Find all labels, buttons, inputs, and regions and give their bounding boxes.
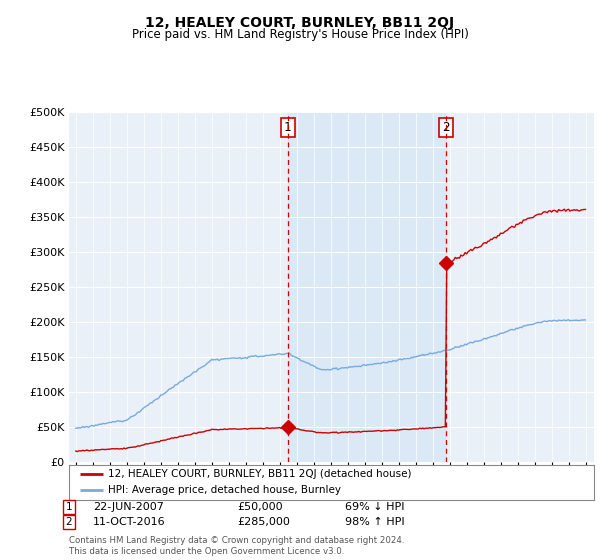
Text: 11-OCT-2016: 11-OCT-2016 xyxy=(93,517,166,527)
Text: 12, HEALEY COURT, BURNLEY, BB11 2QJ (detached house): 12, HEALEY COURT, BURNLEY, BB11 2QJ (det… xyxy=(109,469,412,479)
Text: 69% ↓ HPI: 69% ↓ HPI xyxy=(345,502,404,512)
Text: 22-JUN-2007: 22-JUN-2007 xyxy=(93,502,164,512)
Text: Price paid vs. HM Land Registry's House Price Index (HPI): Price paid vs. HM Land Registry's House … xyxy=(131,28,469,41)
Text: 12, HEALEY COURT, BURNLEY, BB11 2QJ: 12, HEALEY COURT, BURNLEY, BB11 2QJ xyxy=(145,16,455,30)
Bar xyxy=(287,112,446,462)
Text: 98% ↑ HPI: 98% ↑ HPI xyxy=(345,517,404,527)
Text: 2: 2 xyxy=(65,517,73,527)
Text: £50,000: £50,000 xyxy=(237,502,283,512)
Text: HPI: Average price, detached house, Burnley: HPI: Average price, detached house, Burn… xyxy=(109,486,341,496)
Text: £285,000: £285,000 xyxy=(237,517,290,527)
Text: Contains HM Land Registry data © Crown copyright and database right 2024.
This d: Contains HM Land Registry data © Crown c… xyxy=(69,536,404,556)
Text: 2: 2 xyxy=(442,121,449,134)
Text: 1: 1 xyxy=(284,121,292,134)
Text: 1: 1 xyxy=(65,502,73,512)
